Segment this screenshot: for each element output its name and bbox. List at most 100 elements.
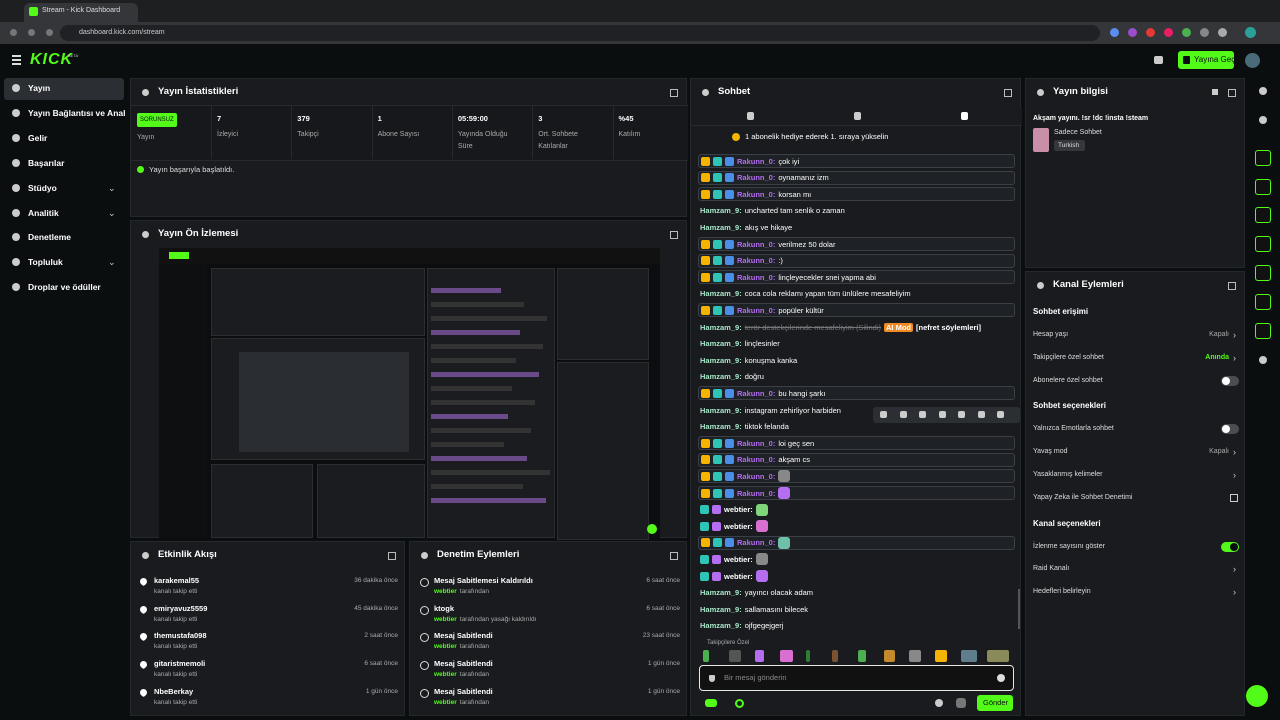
stat-value: %45 [618,114,634,123]
avatar [1245,53,1260,68]
setting-label[interactable]: Takipçilere özel sohbet [1033,353,1104,361]
mini-chat-line [431,400,535,405]
menu-icon [12,59,21,61]
mini-chat-line [431,498,546,503]
toggle[interactable] [1221,424,1239,435]
sidebar-item[interactable]: Droplar ve ödüller [28,282,101,293]
chat-user[interactable]: Rakunn_0: [737,455,776,465]
chat-message: Rakunn_0: oynamanız izm [698,170,1015,185]
expand-icon [1004,89,1012,97]
chat-user[interactable]: Rakunn_0: [737,538,776,548]
go-live-button[interactable]: Yayına Geç [1178,51,1235,69]
chat-message: Hamzam_9: doğru [698,370,1015,384]
setting-label[interactable]: Hesap yaşı [1033,331,1069,338]
chat-user[interactable]: Rakunn_0: [737,488,776,498]
setting-label[interactable]: Abonelere özel sohbet [1033,376,1103,384]
mini-chat-line [431,316,547,321]
chat-user[interactable]: Rakunn_0: [737,438,776,448]
chat-user[interactable]: webtier: [724,505,753,515]
chat-user[interactable]: Rakunn_0: [737,471,776,481]
category[interactable]: Sadece Sohbet [1054,129,1102,136]
sidebar-item[interactable]: Yayın [28,83,51,93]
sidebar-item[interactable]: Stüdyo [28,182,57,193]
chat-emote [778,487,791,499]
toggle[interactable] [1221,375,1239,386]
setting-label[interactable]: Raid Kanalı [1033,565,1070,573]
chat-user[interactable]: Rakunn_0: [737,239,776,249]
sidebar-item[interactable]: Topluluk [28,257,63,268]
chat-badge [713,455,722,465]
chat-user[interactable]: Rakunn_0: [737,156,776,166]
chat-user[interactable]: Rakunn_0: [737,388,776,398]
setting-label[interactable]: İzlenme sayısını göster [1033,542,1105,550]
moderation-icon [420,661,429,671]
message-input[interactable]: Bir mesaj gönderin [699,665,1014,691]
activity-user: NbeBerkay [154,686,194,696]
chat-user[interactable]: Hamzam_9: [700,621,742,631]
chat-user[interactable]: Hamzam_9: [700,405,742,415]
setting-value: Kapalı [1209,448,1229,456]
sidebar-item[interactable]: Analitik [28,207,59,218]
send-button[interactable]: Gönder [977,695,1013,711]
mini-panel [211,464,313,538]
mini-chat-line [431,484,523,489]
sidebar-icon [12,258,20,267]
emote-icon [956,698,966,708]
chat-user[interactable]: Hamzam_9: [700,588,742,598]
followers-label: Takipçilere Özel [707,640,750,646]
chat-user[interactable]: Rakunn_0: [737,305,776,315]
chat-user[interactable]: Rakunn_0: [737,189,776,199]
sidebar-item[interactable]: Yayın Bağlantısı ve Anahta [28,107,125,118]
chat-user[interactable]: Rakunn_0: [737,272,776,282]
chat-user[interactable]: webtier: [724,571,753,581]
chat-emote [755,520,768,533]
chat-message: Rakunn_0: popüler kültür [698,303,1015,318]
setting-label[interactable]: Yapay Zeka ile Sohbet Denetimi [1033,493,1133,501]
chevron: › [1233,587,1236,598]
moderation-actor: webtier [434,643,457,651]
chat-user[interactable]: Rakunn_0: [737,256,776,266]
toggle[interactable] [1221,541,1239,552]
emote [883,650,895,662]
heart-icon [138,631,149,642]
chat-user[interactable]: Hamzam_9: [700,322,742,332]
chat-badge [713,256,722,266]
activity-time: 6 saat önce [364,660,398,668]
chat-user[interactable]: Hamzam_9: [700,289,742,299]
sidebar-active [4,78,124,100]
sidebar-item[interactable]: Gelir [28,132,48,143]
action-icon [880,411,887,418]
setting-label[interactable]: Yasaklanmış kelimeler [1033,471,1103,478]
chat-badge [713,305,722,315]
help-fab[interactable] [1246,685,1268,707]
chevron: › [1233,470,1236,480]
logo: KICK [30,51,74,68]
setting-label[interactable]: Yalnızca Emotlarla sohbet [1033,425,1114,433]
chat-user[interactable]: Hamzam_9: [700,339,742,349]
moderation-time: 1 gün önce [647,687,680,695]
chat-user[interactable]: Hamzam_9: [700,206,742,216]
chat-message: Hamzam_9: uncharted tam senlik o zaman [698,204,1015,218]
setting-label[interactable]: Hedefleri belirleyin [1033,588,1091,596]
chat-user[interactable]: webtier: [724,521,753,531]
url[interactable]: dashboard.kick.com/stream [79,29,165,36]
chat-message: Rakunn_0: [698,469,1015,484]
sidebar-item[interactable]: Başarılar [28,157,65,168]
chat-user[interactable]: Hamzam_9: [700,222,742,232]
chat-user[interactable]: Hamzam_9: [700,604,742,614]
rail-button [1255,236,1271,252]
chat-text: :) [778,256,783,266]
chat-user[interactable]: webtier: [724,554,753,564]
chat-user[interactable]: Hamzam_9: [700,355,742,365]
sidebar-item[interactable]: Denetleme [28,232,71,243]
chat-user[interactable]: Hamzam_9: [700,422,742,432]
setting-label[interactable]: Yavaş mod [1033,448,1068,456]
chat-user[interactable]: Hamzam_9: [700,372,742,382]
chat-message: Rakunn_0: loi geç sen [698,436,1015,451]
expand-icon [670,552,678,560]
activity-panel: Etkinlik Akışı karakemal55 kanalı takip et… [130,541,405,716]
chat-badge [725,488,734,498]
panel-title: Sohbet [718,86,751,97]
chat-text: akış ve hikaye [744,222,793,232]
chat-user[interactable]: Rakunn_0: [737,173,776,183]
